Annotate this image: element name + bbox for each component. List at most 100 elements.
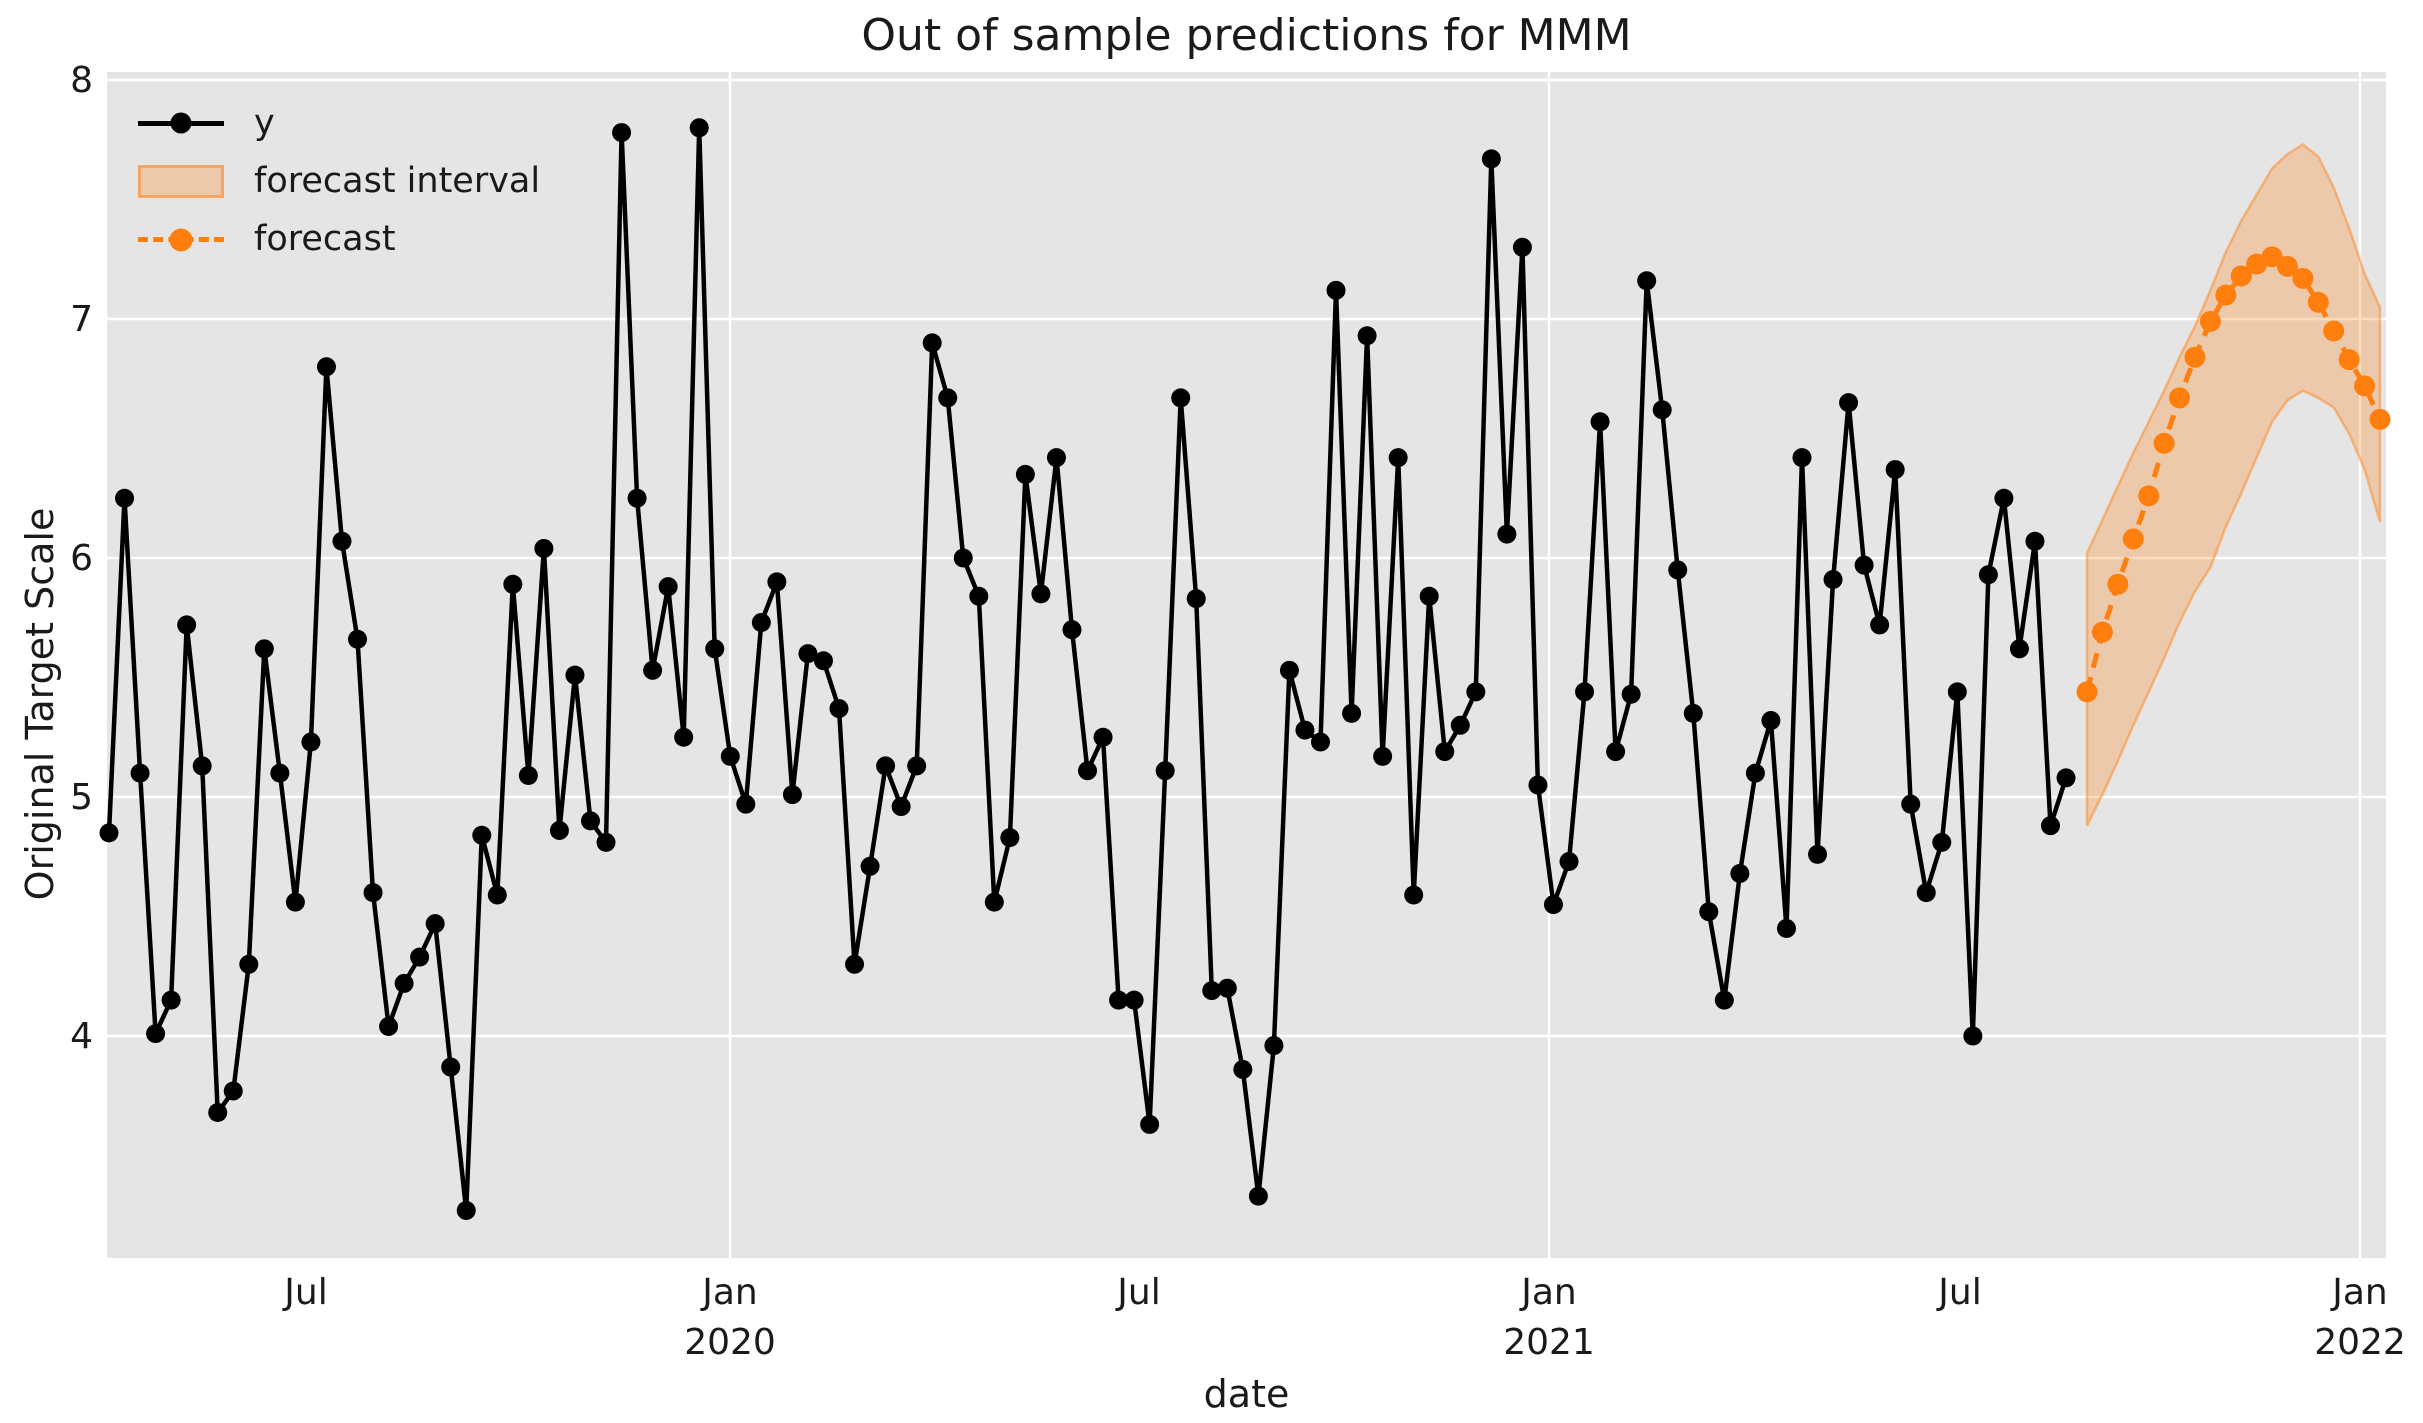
data-point bbox=[254, 639, 274, 659]
data-point bbox=[1031, 584, 1051, 604]
data-point bbox=[984, 892, 1004, 912]
forecast-point bbox=[2338, 349, 2360, 371]
forecast-interval-patch-icon bbox=[138, 164, 224, 198]
data-point bbox=[782, 785, 802, 805]
forecast-point bbox=[2323, 320, 2345, 342]
data-point bbox=[115, 488, 135, 508]
data-point bbox=[456, 1200, 476, 1220]
plot-background bbox=[107, 72, 2386, 1258]
data-point bbox=[1528, 775, 1548, 795]
data-point bbox=[658, 577, 678, 597]
data-point bbox=[845, 954, 865, 974]
data-point bbox=[441, 1057, 461, 1077]
chart-title: Out of sample predictions for MMM bbox=[861, 10, 1632, 61]
data-point bbox=[1776, 918, 1796, 938]
data-point bbox=[1326, 280, 1346, 300]
legend: y forecast interval forecast bbox=[138, 94, 540, 268]
series-y bbox=[99, 118, 2076, 1220]
data-point bbox=[2056, 768, 2076, 788]
legend-item-y: y bbox=[138, 94, 540, 152]
forecast-point bbox=[2107, 573, 2129, 595]
forecast-dashed-line-icon bbox=[138, 228, 224, 251]
data-point bbox=[1885, 460, 1905, 480]
data-point bbox=[177, 615, 197, 635]
data-point bbox=[1000, 828, 1020, 848]
data-point bbox=[1947, 682, 1967, 702]
data-point bbox=[2025, 531, 2045, 551]
data-point bbox=[1870, 615, 1890, 635]
forecast-point bbox=[2184, 346, 2206, 368]
data-point bbox=[1575, 682, 1595, 702]
legend-item-forecast: forecast bbox=[138, 210, 540, 268]
data-point bbox=[798, 644, 818, 664]
legend-label-y: y bbox=[254, 103, 275, 143]
y-tick-label: 7 bbox=[70, 299, 93, 340]
forecast-point bbox=[2138, 485, 2160, 507]
data-point bbox=[1652, 400, 1672, 420]
data-point bbox=[1124, 990, 1144, 1010]
data-point bbox=[472, 825, 492, 845]
data-point bbox=[1512, 237, 1532, 257]
forecast-point bbox=[2261, 246, 2283, 268]
y-tick-label: 4 bbox=[70, 1016, 93, 1057]
data-point bbox=[1186, 589, 1206, 609]
data-point bbox=[736, 794, 756, 814]
data-point bbox=[503, 574, 523, 594]
data-point bbox=[953, 548, 973, 568]
forecast-point bbox=[2230, 265, 2252, 287]
forecast-interval-band bbox=[2085, 142, 2382, 827]
x-tick-year-label: 2020 bbox=[684, 1322, 776, 1363]
data-point bbox=[1279, 660, 1299, 680]
y-axis-label: Original Target Scale bbox=[18, 507, 62, 901]
data-point bbox=[1140, 1114, 1160, 1134]
data-point bbox=[534, 538, 554, 558]
data-point bbox=[1978, 565, 1998, 585]
x-tick-year-label: 2022 bbox=[2314, 1322, 2406, 1363]
data-point bbox=[394, 973, 414, 993]
data-point bbox=[1559, 852, 1579, 872]
data-point bbox=[549, 820, 569, 840]
data-point bbox=[223, 1081, 243, 1101]
data-point bbox=[1109, 990, 1129, 1010]
data-point bbox=[1078, 761, 1098, 781]
data-point bbox=[767, 572, 787, 592]
data-point bbox=[860, 856, 880, 876]
data-point bbox=[1932, 832, 1952, 852]
data-point bbox=[1637, 271, 1657, 291]
data-point bbox=[363, 883, 383, 903]
y-tick-label: 5 bbox=[70, 777, 93, 818]
data-point bbox=[612, 123, 632, 143]
data-point bbox=[705, 639, 725, 659]
legend-label-forecast: forecast bbox=[254, 219, 396, 259]
data-point bbox=[891, 797, 911, 817]
data-point bbox=[580, 811, 600, 831]
data-point bbox=[1481, 149, 1501, 169]
data-point bbox=[239, 954, 259, 974]
data-point bbox=[1994, 488, 2014, 508]
data-point bbox=[410, 947, 430, 967]
data-point bbox=[1497, 524, 1517, 544]
data-point bbox=[674, 727, 694, 747]
forecast-point bbox=[2276, 255, 2298, 277]
data-point bbox=[1419, 586, 1439, 606]
y-tick-label: 6 bbox=[70, 538, 93, 579]
data-point bbox=[1342, 703, 1362, 723]
data-point bbox=[627, 488, 647, 508]
legend-label-forecast-interval: forecast interval bbox=[254, 161, 541, 201]
data-point bbox=[332, 531, 352, 551]
y-tick-label: 8 bbox=[70, 60, 93, 101]
x-tick-label: Jul bbox=[282, 1272, 327, 1313]
data-point bbox=[1714, 990, 1734, 1010]
data-point bbox=[1310, 732, 1330, 752]
data-point bbox=[1248, 1186, 1268, 1206]
data-point bbox=[813, 651, 833, 671]
gridlines bbox=[107, 72, 2386, 1258]
x-tick-label: Jan bbox=[700, 1272, 758, 1313]
data-point bbox=[751, 613, 771, 633]
data-point bbox=[1233, 1059, 1253, 1079]
data-point bbox=[829, 699, 849, 719]
data-point bbox=[565, 665, 585, 685]
data-point bbox=[348, 629, 368, 649]
